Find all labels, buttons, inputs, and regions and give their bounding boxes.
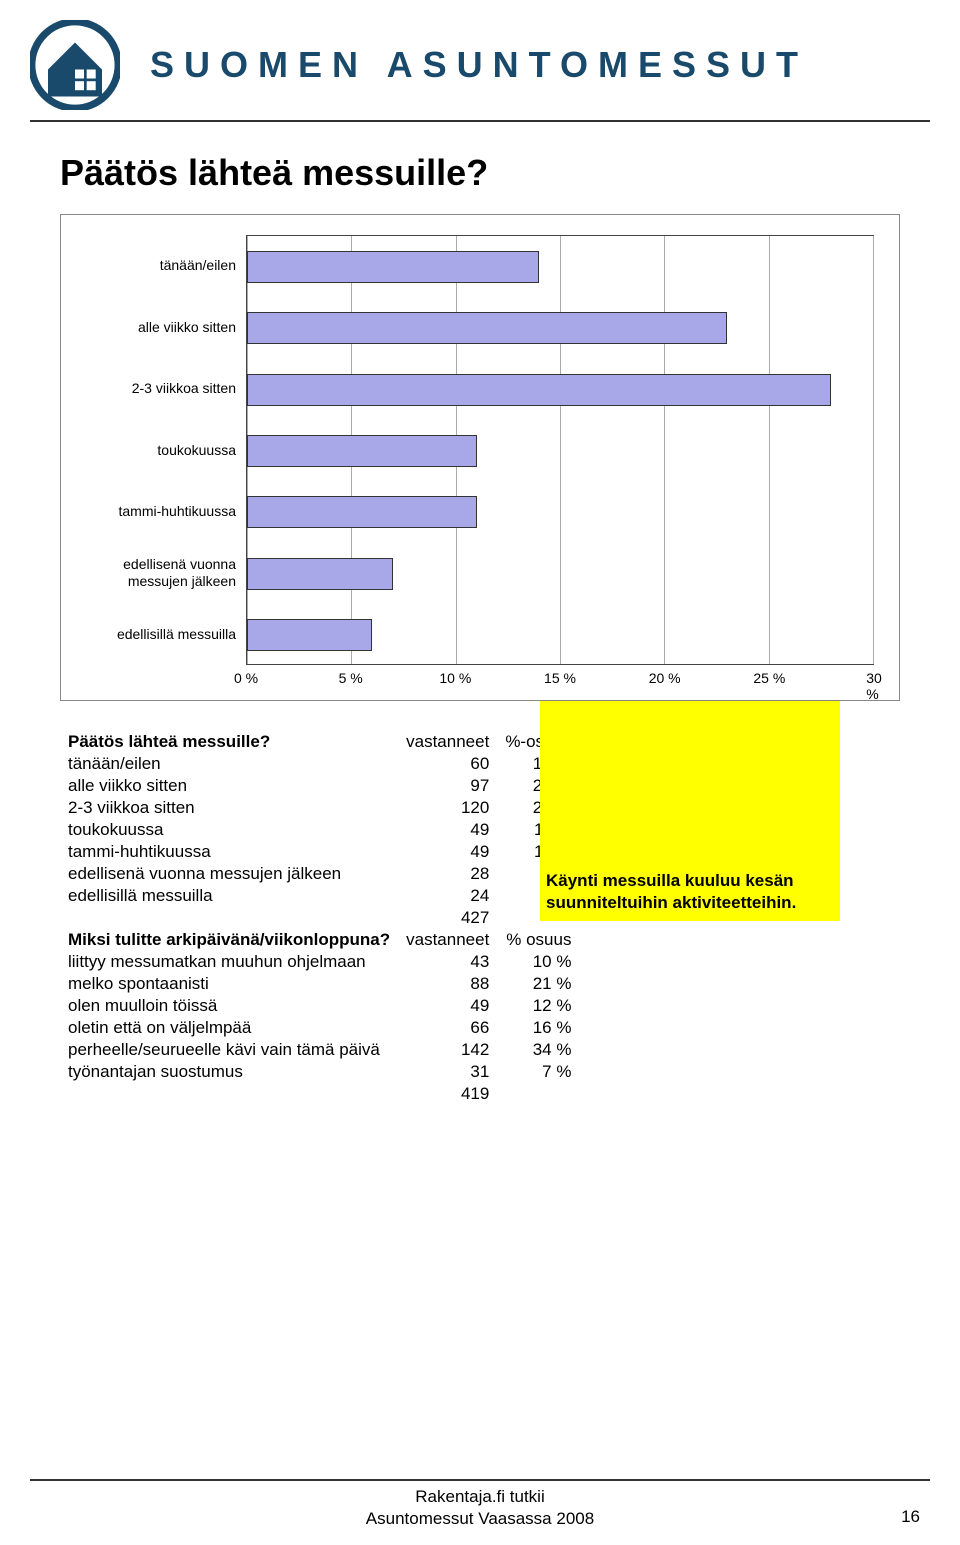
chart-y-label: edellisillä messuilla [86, 604, 236, 665]
table-cell-count: 88 [398, 973, 497, 995]
chart-bar [247, 312, 727, 344]
logo [30, 20, 120, 110]
chart-gridline [769, 236, 770, 664]
table2-header-2: % osuus [497, 929, 579, 951]
table2-total: 419 [398, 1083, 497, 1105]
table-cell-pct: 7 % [497, 1061, 579, 1083]
table-row: olen muulloin töissä4912 % [60, 995, 579, 1017]
table-cell-label: edellisillä messuilla [60, 885, 398, 907]
table-cell-label: melko spontaanisti [60, 973, 398, 995]
chart-plot-area [246, 235, 874, 665]
footer-divider [30, 1479, 930, 1481]
chart-x-tick: 30 % [866, 670, 882, 702]
chart-gridline [664, 236, 665, 664]
chart-y-label: tammi-huhtikuussa [86, 481, 236, 542]
table-row: edellisenä vuonna messujen jälkeen287 % [60, 863, 579, 885]
chart-y-label: alle viikko sitten [86, 296, 236, 357]
table-cell-count: 120 [398, 797, 497, 819]
table-row: työnantajan suostumus317 % [60, 1061, 579, 1083]
table-row: alle viikko sitten9723 % [60, 775, 579, 797]
chart-x-tick: 0 % [234, 670, 258, 686]
table-row: tänään/eilen6014 % [60, 753, 579, 775]
highlight-line-1: Käynti messuilla kuuluu kesän [540, 871, 800, 891]
table-cell-label: liittyy messumatkan muuhun ohjelmaan [60, 951, 398, 973]
chart-bar [247, 496, 477, 528]
table2-header-1: vastanneet [398, 929, 497, 951]
brand-name: SUOMEN ASUNTOMESSUT [150, 44, 808, 86]
chart-x-tick: 15 % [544, 670, 576, 686]
table-cell-label: 2-3 viikkoa sitten [60, 797, 398, 819]
table-cell-count: 28 [398, 863, 497, 885]
table-cell-count: 49 [398, 819, 497, 841]
table-cell-label: alle viikko sitten [60, 775, 398, 797]
chart-x-tick: 10 % [439, 670, 471, 686]
table-cell-label: toukokuussa [60, 819, 398, 841]
page-number: 16 [901, 1507, 920, 1527]
chart-bar [247, 619, 372, 651]
footer-line-2: Asuntomessut Vaasassa 2008 [0, 1508, 960, 1530]
table-cell-pct: 16 % [497, 1017, 579, 1039]
table-cell-label: olen muulloin töissä [60, 995, 398, 1017]
chart-bar [247, 558, 393, 590]
chart-y-label: toukokuussa [86, 419, 236, 480]
table-cell-pct: 21 % [497, 973, 579, 995]
table-cell-label: edellisenä vuonna messujen jälkeen [60, 863, 398, 885]
chart-gridline [560, 236, 561, 664]
table-row: oletin että on väljelmpää6616 % [60, 1017, 579, 1039]
table-cell-pct: 12 % [497, 995, 579, 1017]
table1-total: 427 [398, 907, 497, 929]
chart-bar [247, 374, 831, 406]
table1-title: Päätös lähteä messuille? [60, 731, 398, 753]
table-cell-pct: 34 % [497, 1039, 579, 1061]
highlight-line-2: suunniteltuihin aktiviteetteihin. [540, 893, 802, 913]
table-cell-count: 43 [398, 951, 497, 973]
table-cell-count: 60 [398, 753, 497, 775]
table1-header-1: vastanneet [398, 731, 497, 753]
table-row: edellisillä messuilla246 % [60, 885, 579, 907]
table-cell-label: työnantajan suostumus [60, 1061, 398, 1083]
chart-container: tänään/eilenalle viikko sitten2-3 viikko… [60, 214, 900, 701]
table-cell-count: 49 [398, 995, 497, 1017]
table2-title: Miksi tulitte arkipäivänä/viikonloppuna? [60, 929, 398, 951]
chart-x-tick: 5 % [339, 670, 363, 686]
table-cell-label: perheelle/seurueelle kävi vain tämä päiv… [60, 1039, 398, 1061]
tables-section: Päätös lähteä messuille? vastanneet %-os… [0, 701, 960, 1135]
chart-y-labels: tänään/eilenalle viikko sitten2-3 viikko… [86, 235, 246, 665]
chart-x-tick: 20 % [649, 670, 681, 686]
table-cell-label: tänään/eilen [60, 753, 398, 775]
table-1: Päätös lähteä messuille? vastanneet %-os… [60, 731, 579, 1105]
header: SUOMEN ASUNTOMESSUT [0, 0, 960, 120]
chart-x-tick: 25 % [753, 670, 785, 686]
chart-gridline [873, 236, 874, 664]
footer-line-1: Rakentaja.fi tutkii [0, 1486, 960, 1508]
table-cell-label: oletin että on väljelmpää [60, 1017, 398, 1039]
table-cell-label: tammi-huhtikuussa [60, 841, 398, 863]
table-cell-pct: 10 % [497, 951, 579, 973]
table-cell-count: 24 [398, 885, 497, 907]
table-row: liittyy messumatkan muuhun ohjelmaan4310… [60, 951, 579, 973]
table-cell-count: 49 [398, 841, 497, 863]
chart-y-label: edellisenä vuonna messujen jälkeen [86, 542, 236, 603]
table-row: 2-3 viikkoa sitten12028 % [60, 797, 579, 819]
table-cell-count: 97 [398, 775, 497, 797]
table-row: toukokuussa4911 % [60, 819, 579, 841]
chart-bar [247, 251, 539, 283]
chart-bar [247, 435, 477, 467]
table-row: melko spontaanisti8821 % [60, 973, 579, 995]
chart-x-axis: 0 %5 %10 %15 %20 %25 %30 % [246, 665, 874, 690]
table-cell-count: 31 [398, 1061, 497, 1083]
table-cell-count: 142 [398, 1039, 497, 1061]
table-row: perheelle/seurueelle kävi vain tämä päiv… [60, 1039, 579, 1061]
footer: Rakentaja.fi tutkii Asuntomessut Vaasass… [0, 1479, 960, 1545]
table-row: tammi-huhtikuussa4911 % [60, 841, 579, 863]
page-title: Päätös lähteä messuille? [0, 122, 960, 214]
chart-y-label: 2-3 viikkoa sitten [86, 358, 236, 419]
chart-y-label: tänään/eilen [86, 235, 236, 296]
table-cell-count: 66 [398, 1017, 497, 1039]
